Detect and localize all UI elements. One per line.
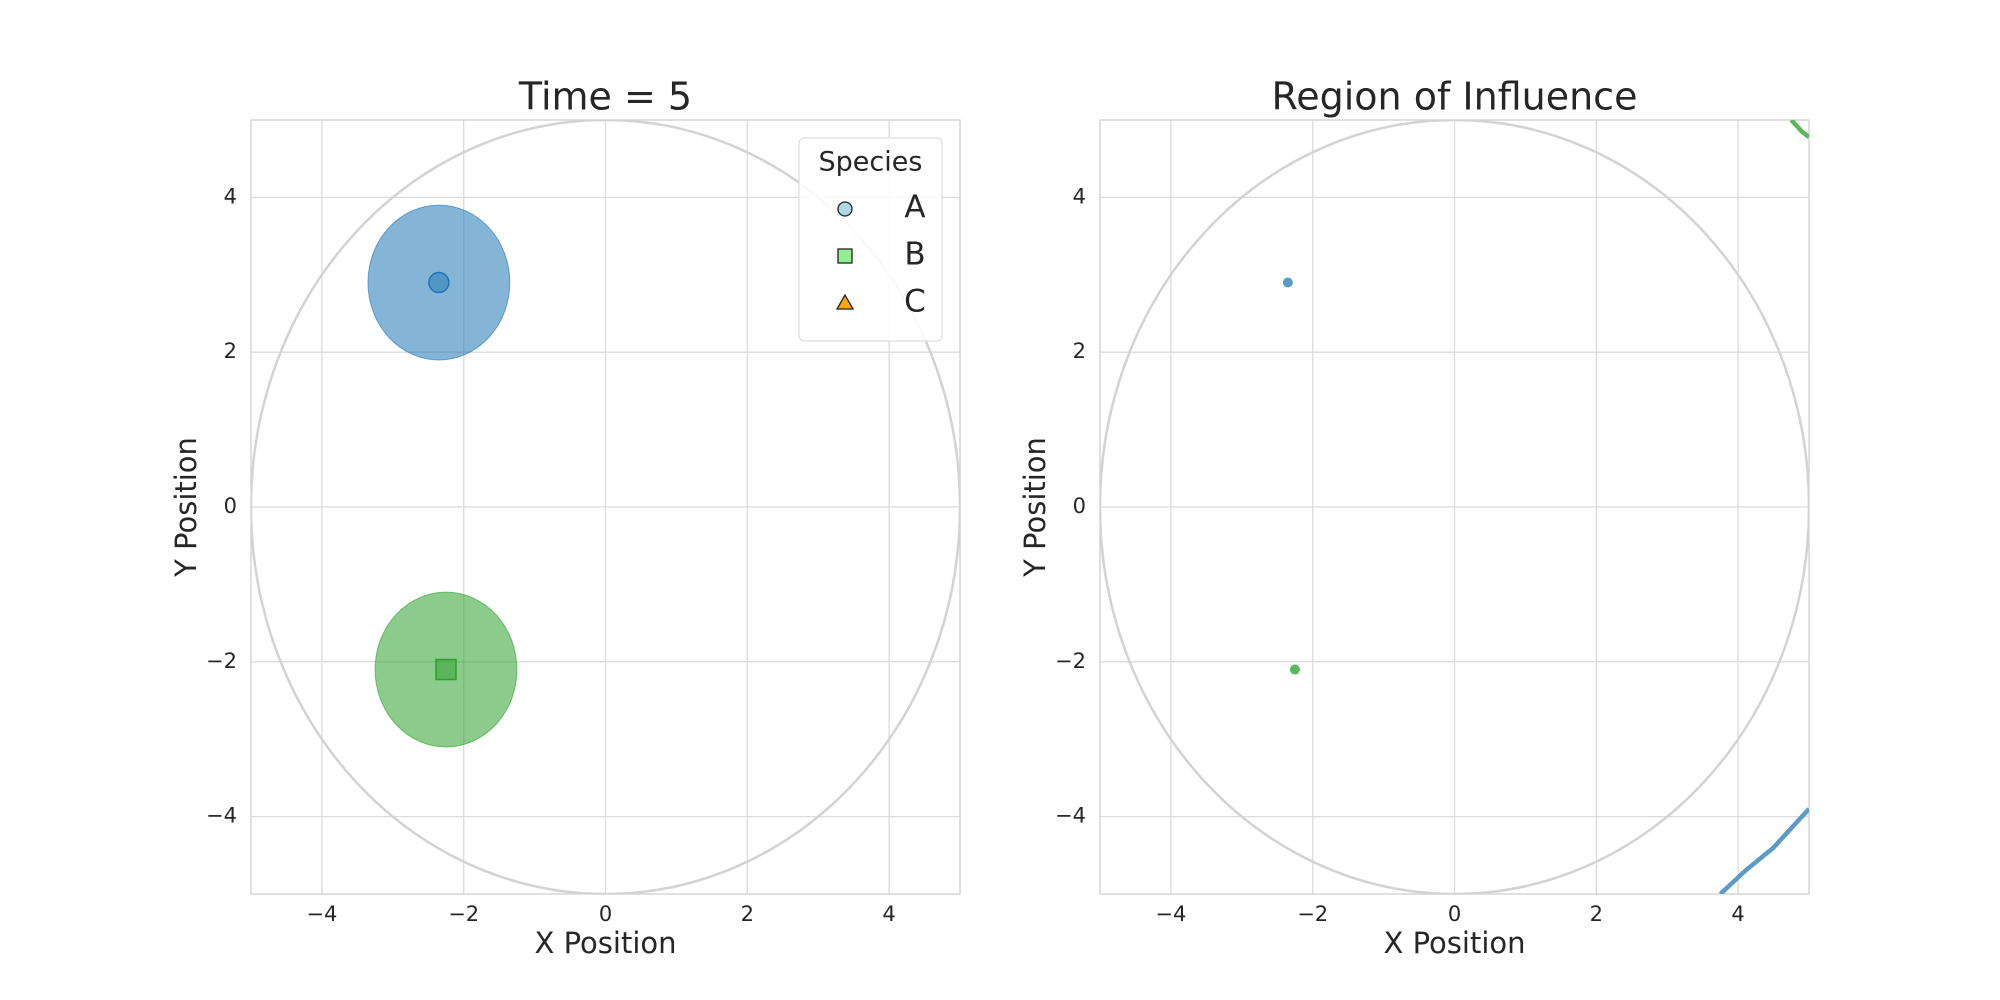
x-axis-label: X Position — [535, 926, 677, 960]
x-axis-label: X Position — [1384, 926, 1526, 960]
x-tick-label: 0 — [599, 902, 612, 926]
legend-box — [798, 137, 943, 342]
x-tick-label: 4 — [882, 902, 895, 926]
marker — [1282, 277, 1293, 288]
legend-title: Species — [819, 147, 923, 178]
legend-label: B — [904, 237, 925, 273]
y-tick-label: 0 — [1073, 494, 1086, 518]
y-tick-label: 2 — [1073, 339, 1086, 363]
y-axis-label: Y Position — [169, 437, 203, 578]
legend-label: C — [904, 284, 926, 320]
marker — [1289, 664, 1300, 675]
chart-title: Time = 5 — [518, 75, 692, 119]
x-tick-label: 0 — [1448, 902, 1461, 926]
marker — [428, 271, 450, 294]
y-tick-label: 2 — [224, 339, 237, 363]
y-tick-label: −2 — [1055, 649, 1086, 673]
x-tick-label: −2 — [448, 902, 479, 926]
y-axis-label: Y Position — [1018, 437, 1052, 578]
plot-layer — [251, 120, 960, 894]
chart-title: Region of Influence — [1272, 75, 1638, 119]
y-tick-label: −2 — [206, 649, 237, 673]
y-tick-label: −4 — [206, 804, 237, 828]
x-tick-label: 2 — [1590, 902, 1603, 926]
x-tick-label: −4 — [306, 902, 337, 926]
plot-layer — [1100, 120, 1809, 894]
y-tick-label: 0 — [224, 494, 237, 518]
y-tick-label: −4 — [1055, 804, 1086, 828]
x-tick-label: −4 — [1155, 902, 1186, 926]
contour — [1789, 120, 1809, 139]
x-tick-label: −2 — [1297, 902, 1328, 926]
y-tick-label: 4 — [1073, 184, 1086, 208]
contour — [1718, 807, 1809, 894]
legend-marker — [837, 248, 853, 264]
legend-marker — [835, 293, 855, 310]
y-tick-label: 4 — [224, 184, 237, 208]
x-tick-label: 2 — [741, 902, 754, 926]
marker — [435, 658, 457, 681]
x-tick-label: 4 — [1731, 902, 1744, 926]
legend-marker — [837, 201, 853, 217]
legend-label: A — [904, 190, 925, 226]
